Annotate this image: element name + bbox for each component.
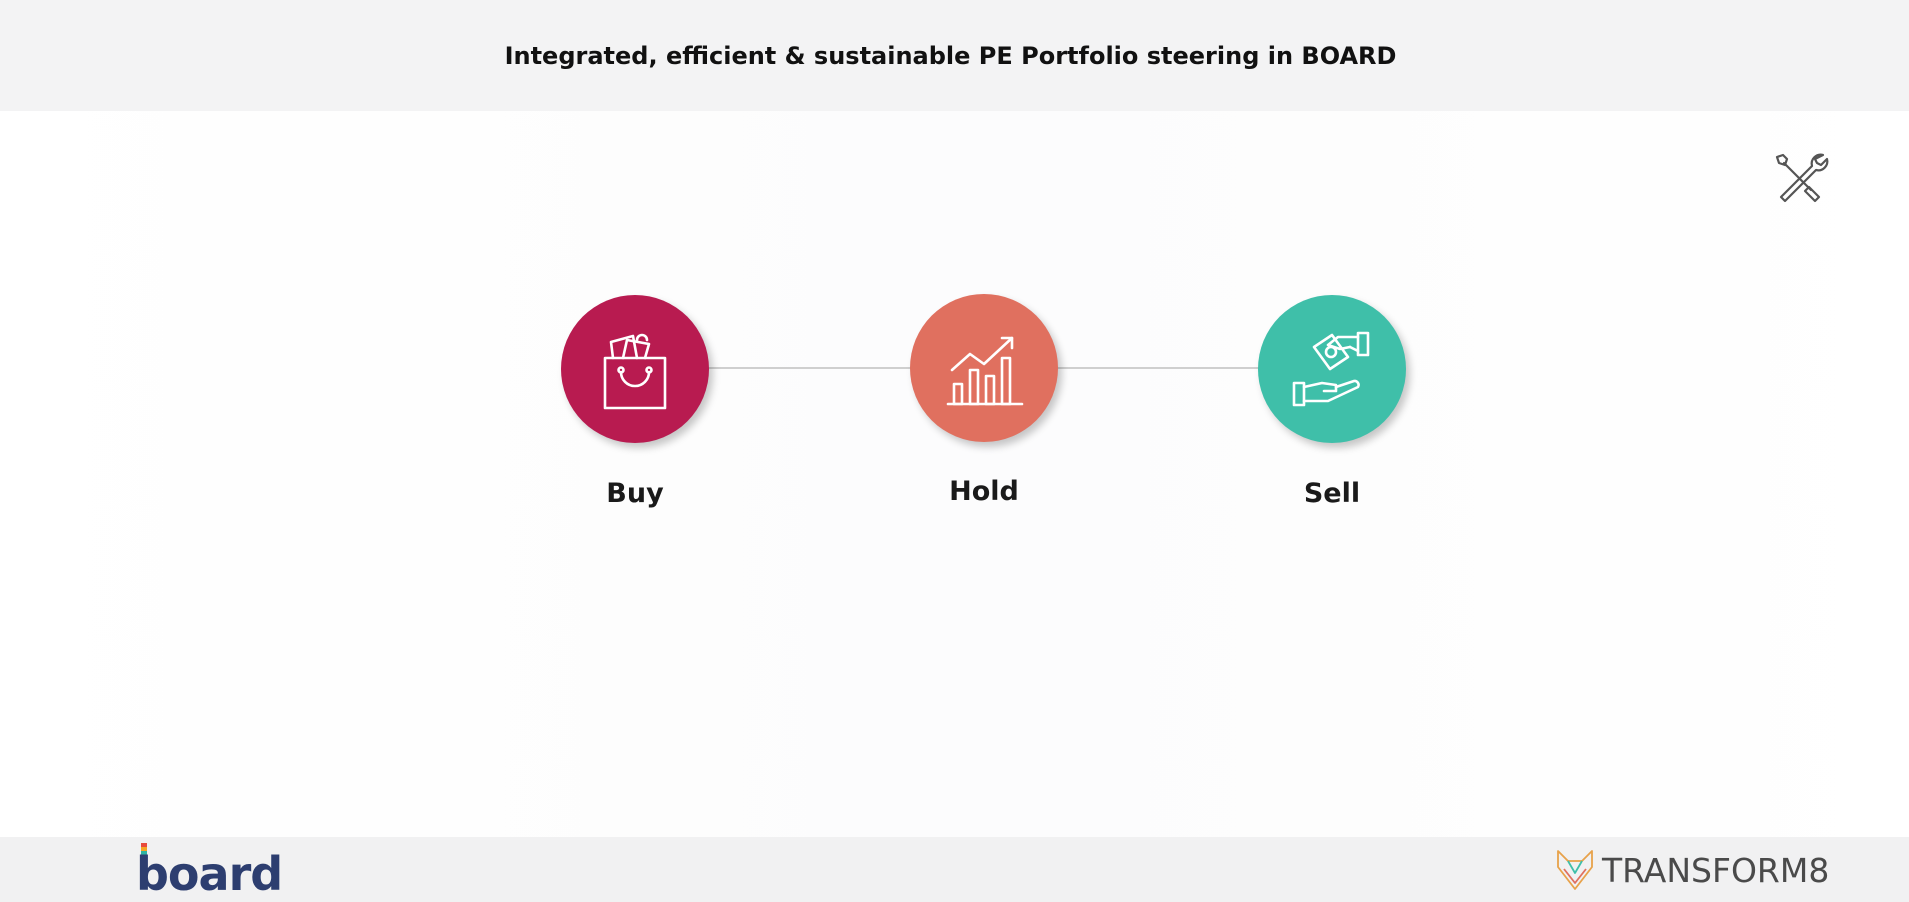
connector-hold-sell xyxy=(1055,367,1260,369)
page-title: Integrated, efficient & sustainable PE P… xyxy=(504,41,1397,70)
money-handshake-icon xyxy=(1292,331,1370,407)
shopping-bag-icon xyxy=(603,333,667,410)
stage-buy-button[interactable] xyxy=(561,295,709,443)
board-logo-mark xyxy=(141,843,147,855)
stage-hold-button[interactable] xyxy=(910,294,1058,442)
stage-label-buy: Buy xyxy=(606,478,664,509)
stage-label-sell: Sell xyxy=(1303,478,1361,509)
board-logo: board xyxy=(136,847,283,901)
stage-sell-button[interactable] xyxy=(1258,295,1406,443)
tools-icon xyxy=(1775,153,1829,203)
transform8-wordmark: TRANSFORM8 xyxy=(1602,850,1830,890)
transform8-logo: TRANSFORM8 xyxy=(1554,846,1829,894)
page-header: Integrated, efficient & sustainable PE P… xyxy=(0,0,1909,111)
fox-icon xyxy=(1557,850,1593,890)
connector-buy-hold xyxy=(705,367,912,369)
main-canvas xyxy=(0,111,1909,837)
stage-label-hold: Hold xyxy=(949,476,1019,507)
tools-button[interactable] xyxy=(1768,146,1834,212)
growth-chart-icon xyxy=(946,336,1024,406)
